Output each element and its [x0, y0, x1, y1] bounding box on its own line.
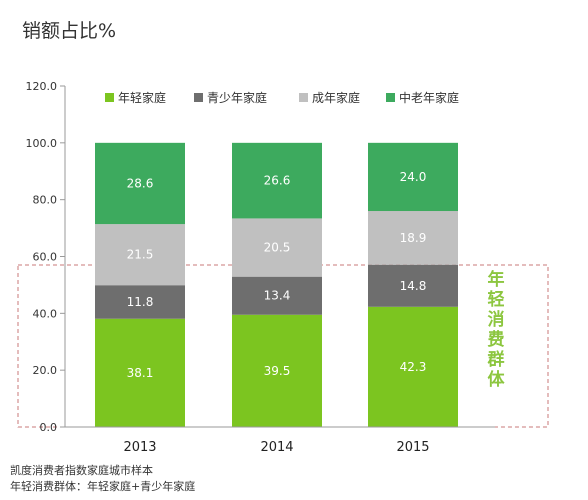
y-tick-label: 20.0	[33, 364, 58, 377]
legend-label: 成年家庭	[312, 90, 360, 105]
annotation-char: 群	[488, 349, 505, 370]
data-label: 21.5	[127, 248, 154, 262]
annotation-char: 体	[488, 369, 506, 390]
data-label: 24.0	[400, 170, 427, 184]
annotation-char: 轻	[488, 289, 505, 310]
bar-segment-2014-0	[232, 314, 322, 427]
footnote-definition: 年轻消费群体：年轻家庭+青少年家庭	[10, 480, 196, 493]
footnote-source: 凯度消费者指数家庭城市样本	[10, 464, 153, 477]
legend-label: 青少年家庭	[207, 90, 267, 105]
annotation-char: 消	[488, 309, 505, 330]
data-label: 26.6	[264, 174, 291, 188]
chart-title: 销额占比%	[22, 20, 117, 42]
data-label: 18.9	[400, 231, 427, 245]
annotation-char: 年	[488, 269, 505, 290]
bar-segment-2015-2	[368, 211, 458, 265]
data-label: 20.5	[264, 241, 291, 255]
legend-swatch	[386, 93, 395, 102]
young-consumer-dashed-box	[17, 264, 549, 428]
y-tick-label: 100.0	[26, 137, 58, 150]
bar-segment-2013-0	[95, 318, 185, 427]
footnotes: 凯度消费者指数家庭城市样本 年轻消费群体：年轻家庭+青少年家庭	[10, 463, 195, 495]
y-tick-label: 80.0	[33, 194, 58, 207]
data-label: 39.5	[264, 364, 291, 378]
data-label: 13.4	[264, 289, 291, 303]
legend-label: 中老年家庭	[399, 90, 459, 105]
bar-segment-2015-0	[368, 306, 458, 427]
data-label: 28.6	[127, 176, 154, 190]
y-tick-label: 60.0	[33, 251, 58, 264]
legend-label: 年轻家庭	[118, 90, 166, 105]
legend-swatch	[194, 93, 203, 102]
x-category-label: 2014	[260, 440, 293, 455]
data-label: 14.8	[400, 279, 427, 293]
bar-segment-2014-1	[232, 276, 322, 315]
y-tick-label: 0.0	[40, 421, 58, 434]
data-label: 11.8	[127, 295, 154, 309]
bar-segment-2013-2	[95, 224, 185, 286]
bar-segment-2013-1	[95, 285, 185, 319]
stacked-bar-chart: 38.1 11.8 21.5 28.6 39.5 13.4 20.5 26.6 42.3 14.8…	[17, 80, 549, 455]
bar-segment-2014-3	[232, 142, 322, 219]
annotation-char: 费	[488, 329, 505, 350]
data-label: 38.1	[127, 366, 154, 380]
x-category-label: 2015	[396, 440, 429, 455]
data-label: 42.3	[400, 360, 427, 374]
x-category-label: 2013	[123, 440, 156, 455]
bar-segment-2013-3	[95, 142, 185, 225]
bar-segment-2015-3	[368, 142, 458, 212]
bar-segment-2015-1	[368, 264, 458, 307]
legend-swatch	[299, 93, 308, 102]
y-tick-label: 120.0	[26, 80, 58, 93]
y-tick-label: 40.0	[33, 307, 58, 320]
legend-swatch	[105, 93, 114, 102]
bar-segment-2014-2	[232, 218, 322, 277]
